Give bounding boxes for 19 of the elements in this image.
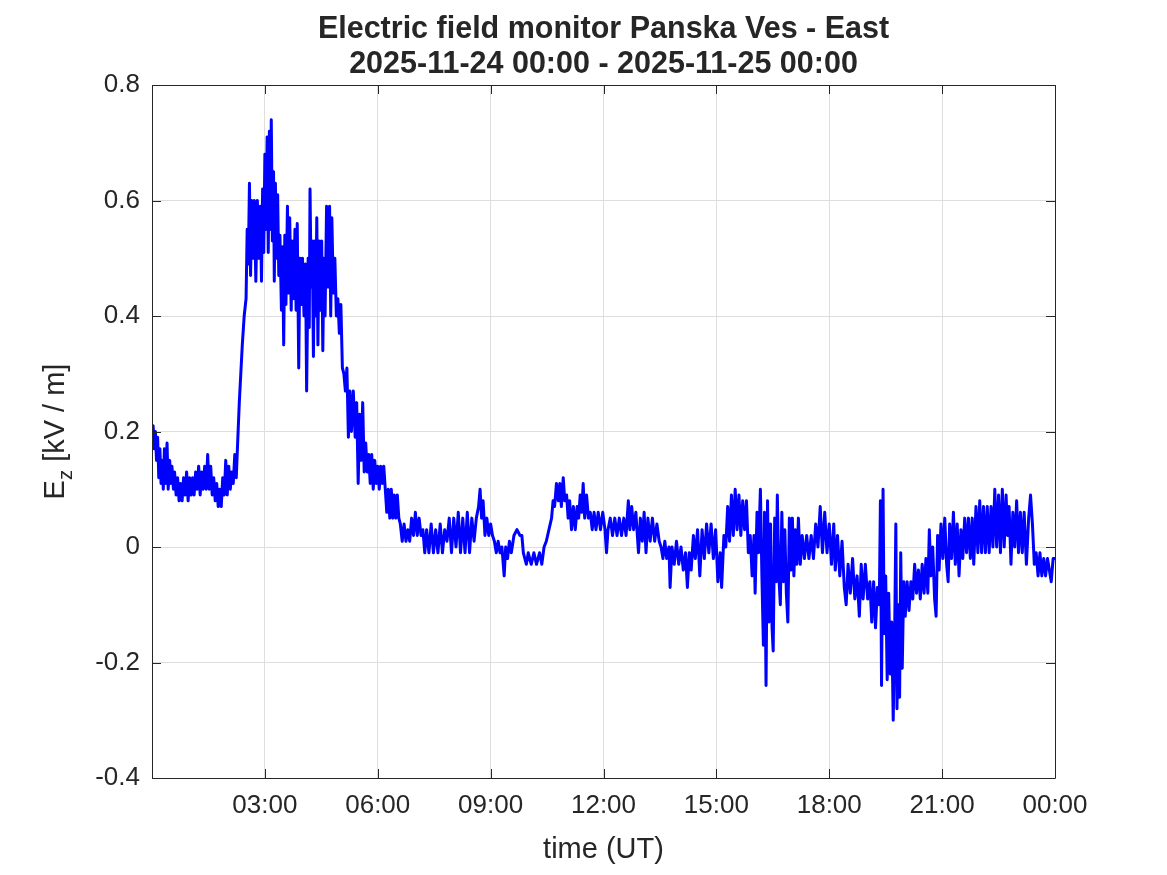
- x-tick-label: 21:00: [909, 788, 975, 819]
- y-tick-label: -0.2: [95, 645, 140, 676]
- y-axis-title: Ez [kV / m]: [38, 363, 77, 500]
- x-tick-label: 09:00: [458, 788, 524, 819]
- chart-subtitle: 2025-11-24 00:00 - 2025-11-25 00:00: [349, 45, 858, 79]
- y-tick-label: 0.6: [103, 183, 140, 214]
- y-tick-label: 0: [125, 530, 140, 561]
- x-tick-label: 15:00: [683, 788, 749, 819]
- y-tick-label: 0.4: [103, 299, 140, 330]
- chart-title: Electric field monitor Panska Ves - East: [317, 10, 890, 44]
- y-tick-label: 0.8: [103, 68, 140, 99]
- y-tick-label: 0.2: [103, 414, 140, 445]
- x-tick-label: 12:00: [570, 788, 637, 819]
- x-tick-label: 06:00: [345, 788, 411, 819]
- x-tick-label: 00:00: [1022, 788, 1088, 819]
- x-tick-label: 03:00: [232, 788, 298, 819]
- x-tick-label: 18:00: [796, 788, 862, 819]
- x-axis-title: time (UT): [543, 832, 664, 864]
- y-tick-label: -0.4: [95, 761, 140, 792]
